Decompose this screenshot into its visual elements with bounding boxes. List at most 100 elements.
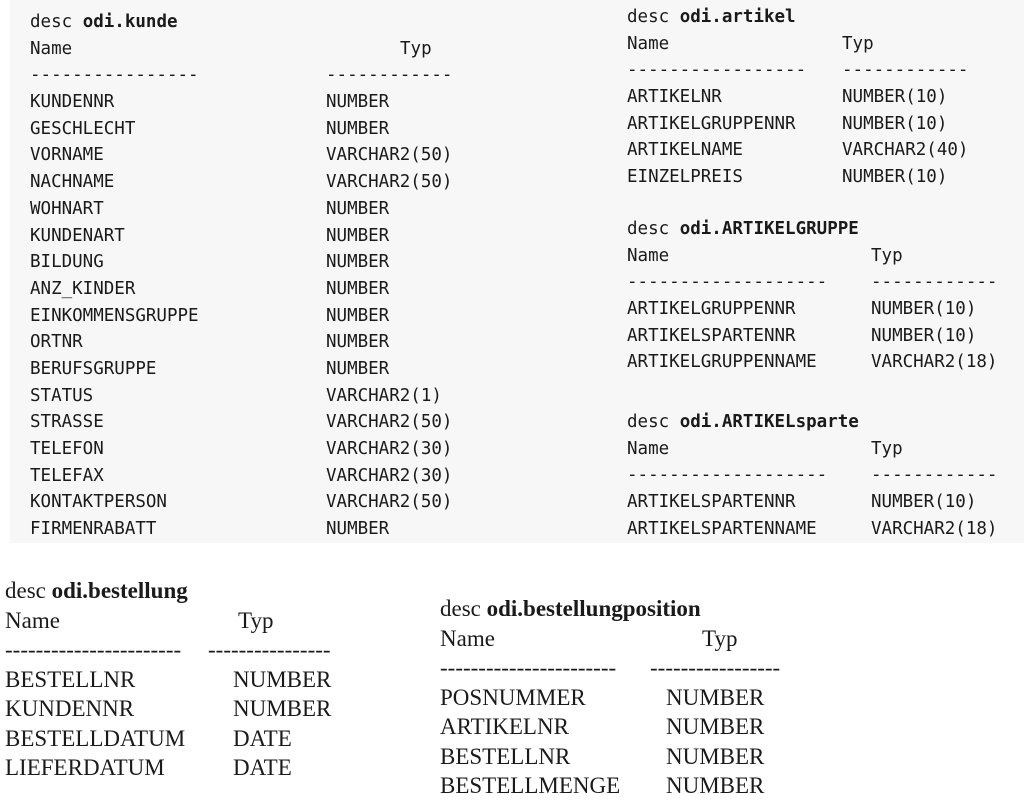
column-row: ARTIKELGRUPPENNR NUMBER(10) — [627, 111, 1017, 138]
column-type: NUMBER — [326, 332, 390, 353]
column-name: GESCHLECHT — [30, 118, 136, 139]
column-name: ARTIKELSPARTENNAME — [627, 518, 817, 539]
column-type: NUMBER(10) — [871, 492, 977, 513]
table-desc-artikel: desc odi.artikel Name Typ ---------------… — [627, 4, 1017, 191]
desc-command: desc odi.ARTIKELGRUPPE — [627, 216, 1024, 243]
name-rule: ------------------- — [627, 465, 828, 486]
column-name: ORTNR — [30, 332, 83, 353]
column-name: ANZ_KINDER — [30, 278, 136, 299]
column-row: STATUS VARCHAR2(1) — [30, 383, 490, 410]
type-header: Typ — [871, 245, 903, 266]
column-row: VORNAME VARCHAR2(50) — [30, 142, 490, 169]
column-header-row: Name Typ — [627, 436, 1024, 463]
column-name: ARTIKELNAME — [627, 140, 743, 161]
desc-command: desc odi.bestellungposition — [440, 594, 820, 624]
column-row: BERUFSGRUPPE NUMBER — [30, 356, 490, 383]
column-name: VORNAME — [30, 145, 104, 166]
column-row: KONTAKTPERSON VARCHAR2(50) — [30, 489, 490, 516]
table-desc-artikelsparte: desc odi.ARTIKELsparte Name Typ ---------… — [627, 409, 1024, 542]
column-name: NACHNAME — [30, 172, 115, 193]
separator-row: ----------------------- ----------------- — [440, 653, 820, 683]
column-row: BILDUNG NUMBER — [30, 249, 490, 276]
type-rule: ------------ — [871, 465, 998, 486]
column-type: NUMBER(10) — [871, 299, 977, 320]
column-header-row: Name Typ — [5, 606, 365, 636]
column-type: NUMBER — [326, 92, 390, 113]
column-list: POSNUMMER NUMBER ARTIKELNR NUMBER BESTELLNR N… — [440, 683, 820, 801]
name-rule: ---------------- — [30, 65, 199, 86]
column-name: KUNDENNR — [5, 696, 135, 721]
column-row: EINZELPREIS NUMBER(10) — [627, 164, 1017, 191]
desc-keyword: desc — [627, 219, 670, 239]
column-row: WOHNART NUMBER — [30, 196, 490, 223]
table-name: odi.bestellungposition — [486, 596, 701, 621]
column-name: BESTELLNR — [440, 743, 571, 769]
column-row: BESTELLNR NUMBER — [440, 742, 820, 772]
name-header: Name — [627, 245, 670, 266]
scanned-listing-area — [10, 0, 1024, 543]
column-type: DATE — [233, 725, 292, 751]
column-type: NUMBER — [326, 198, 390, 219]
column-type: VARCHAR2(1) — [326, 385, 442, 406]
column-type: VARCHAR2(50) — [326, 145, 453, 166]
column-name: LIEFERDATUM — [5, 755, 165, 780]
column-type: NUMBER — [233, 666, 332, 692]
column-type: NUMBER — [326, 225, 390, 246]
separator-row: ----------------------- ---------------- — [5, 635, 365, 665]
name-rule: ----------------------- — [5, 637, 182, 662]
column-name: STATUS — [30, 385, 94, 406]
column-type: VARCHAR2(50) — [326, 172, 453, 193]
column-name: EINZELPREIS — [627, 167, 743, 188]
column-name: ARTIKELGRUPPENNR — [627, 113, 796, 134]
column-type: NUMBER(10) — [871, 325, 977, 346]
name-header: Name — [627, 33, 670, 54]
column-name: BERUFSGRUPPE — [30, 358, 157, 379]
column-row: NACHNAME VARCHAR2(50) — [30, 169, 490, 196]
column-type: NUMBER(10) — [842, 87, 948, 108]
table-desc-kunde: desc odi.kunde Name Typ ---------------- -… — [30, 9, 490, 543]
column-name: POSNUMMER — [440, 684, 586, 710]
type-header: Typ — [842, 33, 874, 54]
column-list: ARTIKELNR NUMBER(10) ARTIKELGRUPPENNR NUMBE… — [627, 84, 1017, 191]
column-row: KUNDENNR NUMBER — [5, 694, 365, 724]
column-row: ARTIKELNR NUMBER — [440, 712, 820, 742]
desc-keyword: desc — [30, 12, 73, 32]
type-header: Typ — [871, 438, 903, 459]
column-row: FIRMENRABATT NUMBER — [30, 516, 490, 543]
column-row: ARTIKELSPARTENNR NUMBER(10) — [627, 323, 1024, 350]
table-name: odi.ARTIKELsparte — [679, 412, 859, 432]
column-name: BESTELLNR — [5, 666, 136, 692]
column-name: ARTIKELSPARTENNR — [627, 492, 796, 513]
column-type: NUMBER — [326, 278, 390, 299]
table-desc-artikelgruppe: desc odi.ARTIKELGRUPPE Name Typ ---------… — [627, 216, 1024, 376]
column-header-row: Name Typ — [627, 31, 1017, 58]
table-name: odi.bestellung — [51, 578, 188, 603]
column-row: BESTELLNR NUMBER — [5, 665, 365, 695]
column-row: ARTIKELGRUPPENNR NUMBER(10) — [627, 296, 1024, 323]
desc-keyword: desc — [5, 578, 46, 603]
column-type: NUMBER(10) — [842, 113, 948, 134]
column-header-row: Name Typ — [440, 624, 820, 654]
column-list: KUNDENNR NUMBER GESCHLECHT NUMBER VORNAME VAR… — [30, 89, 490, 543]
desc-command: desc odi.artikel — [627, 4, 1017, 31]
column-type: NUMBER — [326, 118, 390, 139]
column-name: ARTIKELGRUPPENNAME — [627, 352, 817, 373]
table-name: odi.artikel — [679, 7, 796, 27]
desc-keyword: desc — [440, 596, 481, 621]
type-rule: ------------ — [326, 65, 453, 86]
column-list: BESTELLNR NUMBER KUNDENNR NUMBER BESTELLDATU… — [5, 665, 365, 783]
separator-row: ------------------- ------------ — [627, 269, 1024, 296]
column-type: NUMBER — [326, 519, 390, 540]
name-rule: ----------------------- — [440, 655, 617, 680]
column-type: DATE — [233, 755, 292, 780]
column-row: EINKOMMENSGRUPPE NUMBER — [30, 303, 490, 330]
column-type: NUMBER(10) — [842, 167, 948, 188]
type-rule: ----------------- — [650, 655, 781, 680]
column-type: VARCHAR2(50) — [326, 492, 453, 513]
column-name: KUNDENART — [30, 225, 125, 246]
name-header: Name — [627, 438, 670, 459]
name-header: Name — [440, 625, 495, 651]
desc-keyword: desc — [627, 7, 670, 27]
column-type: NUMBER — [666, 714, 765, 739]
column-name: EINKOMMENSGRUPPE — [30, 305, 199, 326]
